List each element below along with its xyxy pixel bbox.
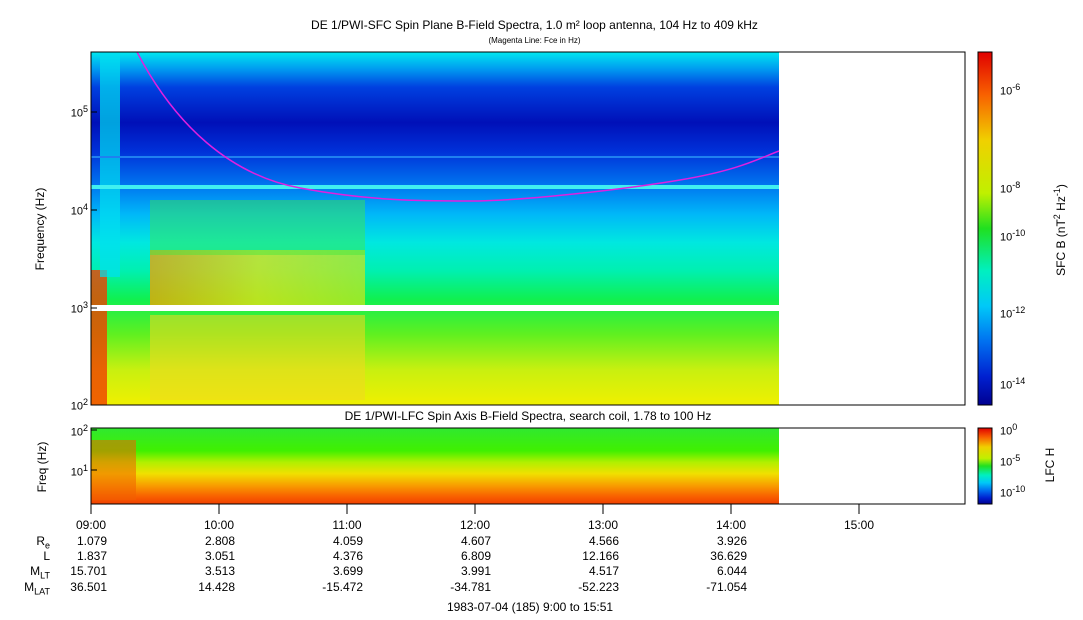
top-y-axis-label: Frequency (Hz) (33, 187, 47, 271)
ephemeris-value: 36.501 (70, 580, 107, 594)
top-y-ticks (91, 111, 97, 406)
ephemeris-value: 15.701 (70, 564, 107, 578)
top-left-intense-column (91, 270, 107, 405)
ephemeris-value: 3.051 (204, 549, 235, 563)
ephemeris-value: 1.079 (76, 534, 107, 548)
ephemeris-value: 3.699 (332, 564, 363, 578)
bottom-y-axis-label: Freq (Hz) (35, 441, 49, 493)
top-ytick-label: 104 (70, 202, 88, 218)
top-emission-green-mid (150, 200, 365, 255)
ephemeris-value: 4.566 (588, 534, 619, 548)
ephemeris-value: 14.428 (198, 580, 235, 594)
top-colorbar-tick: 10-10 (1000, 228, 1026, 244)
fce-line (136, 51, 780, 202)
ephemeris-value: 4.059 (332, 534, 363, 548)
top-data-gap (91, 305, 779, 311)
x-tick-label: 12:00 (459, 518, 491, 532)
ephemeris-value: -71.054 (706, 580, 747, 594)
x-tick-label: 10:00 (203, 518, 235, 532)
x-tick-label: 13:00 (587, 518, 619, 532)
ephemeris-value: -15.472 (322, 580, 363, 594)
top-colorbar-tick: 10-8 (1000, 180, 1021, 196)
top-colorbar-tick: 10-12 (1000, 305, 1026, 321)
top-ytick-label: 103 (70, 300, 88, 316)
time-range-footer: 1983-07-04 (185) 9:00 to 15:51 (446, 600, 614, 614)
ephemeris-value: 3.991 (460, 564, 491, 578)
x-tick-label: 09:00 (75, 518, 107, 532)
ephemeris-value: 6.044 (716, 564, 747, 578)
bottom-ytick-label: 101 (70, 463, 88, 479)
bottom-ytick-label: 102 (70, 423, 88, 439)
top-interference-line-2 (91, 156, 779, 158)
ephemeris-value: 1.837 (76, 549, 107, 563)
ephemeris-label-mlt: MLT (30, 564, 50, 581)
x-tick-label: 14:00 (715, 518, 747, 532)
bottom-left-burst (91, 440, 136, 500)
top-left-column-upper (100, 52, 120, 277)
bottom-colorbar-tick: 100 (1000, 422, 1018, 438)
top-colorbar-tick: 10-6 (1000, 82, 1021, 98)
bottom-colorbar-tick: 10-5 (1000, 453, 1021, 469)
top-plot-frame (90, 51, 966, 406)
x-tick-label: 15:00 (843, 518, 875, 532)
ephemeris-value: 3.926 (716, 534, 747, 548)
ephemeris-label-re: Re (36, 534, 50, 551)
bottom-y-ticks (91, 429, 97, 471)
top-colorbar-tick: 10-14 (1000, 376, 1026, 392)
ephemeris-label-l: L (43, 549, 50, 563)
ephemeris-value: -52.223 (578, 580, 619, 594)
bottom-panel-title: DE 1/PWI-LFC Spin Axis B-Field Spectra, … (344, 409, 712, 423)
top-panel-subtitle: (Magenta Line: Fce in Hz) (488, 36, 581, 45)
top-colorbar-label: SFC B (nT2 Hz-1) (1052, 184, 1068, 276)
bottom-plot-frame (90, 427, 966, 505)
x-tick-label: 11:00 (332, 518, 362, 532)
top-panel-title: DE 1/PWI-SFC Spin Plane B-Field Spectra,… (311, 18, 758, 32)
ephemeris-value: 4.607 (460, 534, 491, 548)
ephemeris-value: -34.781 (450, 580, 491, 594)
ephemeris-value: 12.166 (582, 549, 619, 563)
x-axis-ticks (90, 504, 860, 514)
top-ytick-label: 105 (70, 104, 88, 120)
top-emission-band-yellow (150, 250, 365, 305)
bottom-colorbar-tick: 10-10 (1000, 484, 1026, 500)
top-colorbar (977, 51, 993, 406)
ephemeris-value: 2.808 (204, 534, 235, 548)
ephemeris-value: 36.629 (710, 549, 747, 563)
top-ytick-label: 102 (70, 397, 88, 413)
bottom-data-region (91, 428, 779, 504)
ephemeris-value: 3.513 (204, 564, 235, 578)
ephemeris-value: 6.809 (460, 549, 491, 563)
top-interference-line (91, 185, 779, 189)
bottom-colorbar-label: LFC H (1043, 447, 1057, 483)
bottom-colorbar (977, 427, 993, 505)
ephemeris-value: 4.376 (332, 549, 363, 563)
ephemeris-value: 4.517 (588, 564, 619, 578)
ephemeris-label-mlat: MLAT (24, 580, 50, 597)
top-emission-band-lower (150, 315, 365, 400)
